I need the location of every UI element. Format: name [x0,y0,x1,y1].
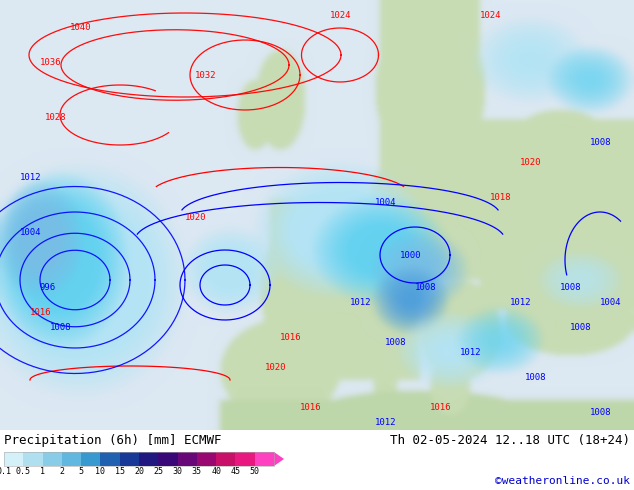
Text: 1008: 1008 [560,283,581,292]
Text: 1012: 1012 [350,298,372,307]
Bar [4,452,23,466]
Text: 996: 996 [40,283,56,292]
Text: 50: 50 [250,467,260,476]
Text: 0.5: 0.5 [16,467,31,476]
Text: 1012: 1012 [20,173,41,182]
Text: 25: 25 [153,467,164,476]
Bar [178,452,197,466]
Text: 10: 10 [96,467,105,476]
Text: 1020: 1020 [185,213,207,222]
Text: 1024: 1024 [480,11,501,20]
Text: 1040: 1040 [70,23,91,32]
Text: 15: 15 [115,467,125,476]
Bar [255,452,274,466]
Text: 1004: 1004 [375,198,396,207]
Text: 5: 5 [79,467,84,476]
Bar [100,452,120,466]
Text: 1008: 1008 [385,338,406,347]
Text: 1008: 1008 [590,138,612,147]
Text: 1032: 1032 [195,71,216,80]
Text: 1020: 1020 [265,363,287,372]
Text: 1018: 1018 [490,193,512,202]
Text: 1016: 1016 [430,403,451,412]
Text: ©weatheronline.co.uk: ©weatheronline.co.uk [495,476,630,486]
Text: 1028: 1028 [45,113,67,122]
Text: 1016: 1016 [300,403,321,412]
Bar [120,452,139,466]
Text: 20: 20 [134,467,144,476]
Text: 1008: 1008 [525,373,547,382]
Bar [158,452,178,466]
Text: 1024: 1024 [330,11,351,20]
Text: 1012: 1012 [375,418,396,427]
Text: 1036: 1036 [40,58,61,67]
Text: Precipitation (6h) [mm] ECMWF: Precipitation (6h) [mm] ECMWF [4,434,221,447]
Text: 1004: 1004 [600,298,621,307]
Bar [235,452,255,466]
Text: 1016: 1016 [30,308,51,317]
Text: 2: 2 [60,467,65,476]
Text: 1012: 1012 [510,298,531,307]
Bar [139,452,158,466]
Bar [216,452,235,466]
Polygon shape [274,452,284,466]
Text: 1: 1 [40,467,45,476]
Text: 40: 40 [211,467,221,476]
Text: 1008: 1008 [50,323,72,332]
Text: 1008: 1008 [415,283,436,292]
Text: 1008: 1008 [570,323,592,332]
Text: 1020: 1020 [520,158,541,167]
Text: 30: 30 [172,467,183,476]
Text: 35: 35 [192,467,202,476]
Bar [23,452,42,466]
Text: 1008: 1008 [590,408,612,417]
Text: 1000: 1000 [400,251,422,260]
Bar [42,452,62,466]
Bar [62,452,81,466]
Bar [4,452,274,466]
Bar [197,452,216,466]
Bar [81,452,100,466]
Text: Th 02-05-2024 12..18 UTC (18+24): Th 02-05-2024 12..18 UTC (18+24) [390,434,630,447]
Text: 45: 45 [230,467,240,476]
Text: 1016: 1016 [280,333,302,342]
Text: 1012: 1012 [460,348,481,357]
Text: 0.1: 0.1 [0,467,11,476]
Text: 1004: 1004 [20,228,41,237]
